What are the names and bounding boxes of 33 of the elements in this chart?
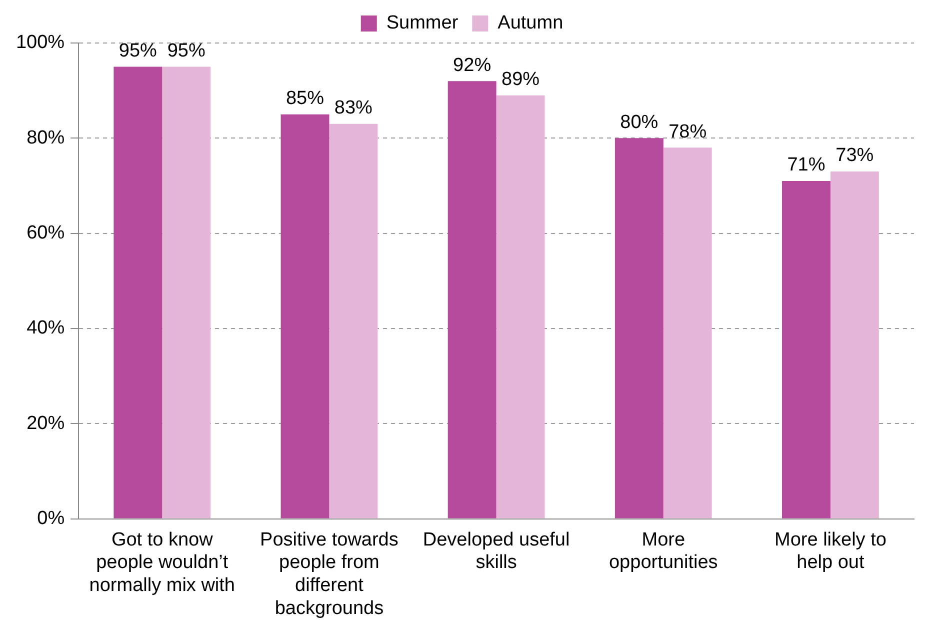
data-label: 89%: [502, 69, 540, 90]
bar: [663, 148, 712, 518]
x-tick-label: Got to know people wouldn’t normally mix with: [89, 529, 235, 596]
data-label: 95%: [167, 40, 206, 62]
bar: [448, 81, 496, 518]
legend-label: Summer: [386, 12, 459, 34]
y-tick-label: 60%: [26, 222, 65, 244]
bar: [329, 124, 378, 518]
bar: [496, 95, 545, 518]
y-tick-label: 40%: [26, 318, 65, 339]
bar: [114, 66, 162, 518]
data-label: 78%: [668, 121, 707, 142]
data-label: 92%: [453, 54, 492, 76]
y-tick-label: 20%: [26, 412, 65, 434]
data-label: 85%: [286, 88, 324, 110]
data-label: 73%: [836, 145, 874, 166]
y-tick-label: 0%: [37, 508, 65, 530]
bar: [162, 66, 211, 518]
bar: [614, 138, 664, 518]
x-tick-label: Developed useful skills: [422, 529, 570, 574]
bar: [830, 171, 879, 518]
data-label: 80%: [620, 112, 658, 133]
y-tick-label: 100%: [16, 32, 65, 54]
data-label: 95%: [118, 40, 158, 62]
bar: [280, 114, 330, 518]
bar: [782, 180, 830, 518]
x-tick-label: Positive towards people from different backgrounds: [260, 529, 398, 619]
data-label: 83%: [334, 98, 373, 119]
data-label: 71%: [787, 154, 826, 176]
x-tick-label: More opportunities: [608, 529, 718, 574]
x-tick-label: More likely to help out: [774, 529, 886, 574]
legend-label: Autumn: [498, 12, 564, 34]
y-tick-label: 80%: [26, 127, 65, 148]
